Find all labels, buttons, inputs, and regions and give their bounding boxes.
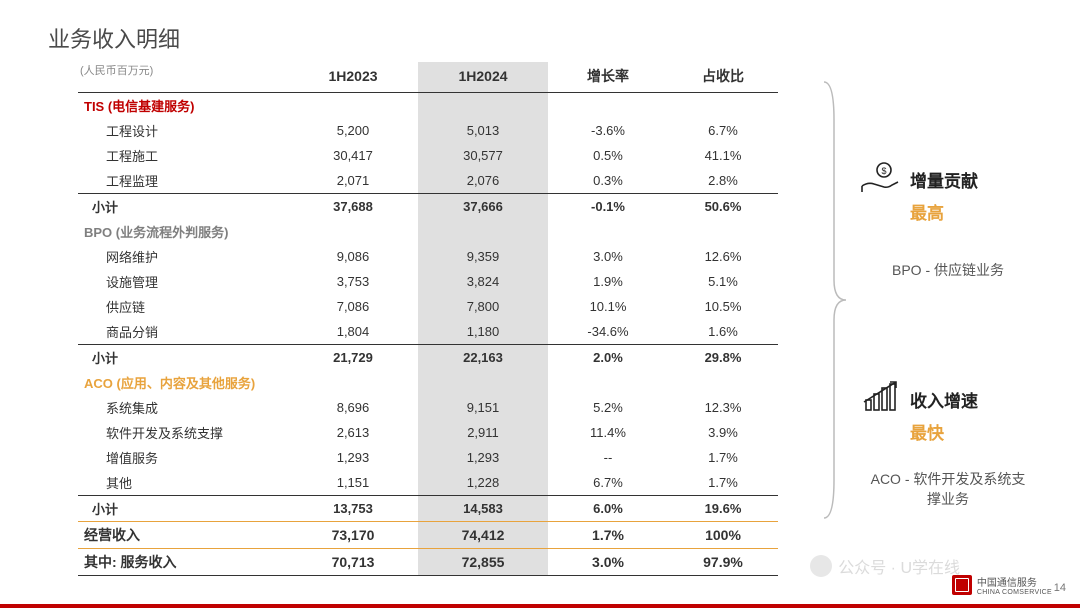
tis-subtotal: 小计37,68837,666-0.1%50.6% bbox=[78, 194, 778, 220]
logo-en: CHINA COMSERVICE bbox=[977, 589, 1052, 596]
growth-chart-icon bbox=[860, 380, 900, 419]
watermark-text: 公众号 · U学在线 bbox=[838, 554, 960, 578]
col-growth: 增长率 bbox=[548, 62, 668, 93]
operating-revenue-row: 经营收入73,17074,4121.7%100% bbox=[78, 522, 778, 549]
svg-text:$: $ bbox=[881, 166, 886, 176]
tis-header: TIS (电信基建服务) bbox=[78, 93, 778, 119]
table-header-row: 1H2023 1H2024 增长率 占收比 bbox=[78, 62, 778, 93]
col-pct: 占收比 bbox=[668, 62, 778, 93]
callout-title: 增量贡献 bbox=[910, 167, 978, 192]
callout-sub-bpo: BPO - 供应链业务 bbox=[868, 260, 1028, 280]
table-row: 商品分销1,8041,180-34.6%1.6% bbox=[78, 319, 778, 345]
page-title: 业务收入明细 bbox=[48, 22, 180, 54]
watermark: 公众号 · U学在线 bbox=[810, 554, 960, 578]
table-row: 其他1,1511,2286.7%1.7% bbox=[78, 470, 778, 496]
watermark-icon bbox=[810, 555, 832, 577]
brace-icon bbox=[820, 80, 848, 520]
side-panel: $ 增量贡献 最高 BPO - 供应链业务 收入增速 最快 ACO - 软件开发… bbox=[820, 80, 1060, 520]
table-row: 网络维护9,0869,3593.0%12.6% bbox=[78, 244, 778, 269]
table-row: 工程设计5,2005,013-3.6%6.7% bbox=[78, 118, 778, 143]
page-number: 14 bbox=[1054, 582, 1066, 594]
callout-em: 最高 bbox=[910, 199, 978, 224]
logo-icon bbox=[952, 575, 972, 595]
callout-increment: $ 增量贡献 最高 bbox=[860, 160, 978, 224]
col-1h2024: 1H2024 bbox=[418, 62, 548, 93]
callout-em: 最快 bbox=[910, 419, 978, 444]
callout-growth: 收入增速 最快 bbox=[860, 380, 978, 444]
table-row: 系统集成8,6969,1515.2%12.3% bbox=[78, 395, 778, 420]
logo-zh: 中国通信服务 bbox=[977, 574, 1052, 589]
table-row: 设施管理3,7533,8241.9%5.1% bbox=[78, 269, 778, 294]
revenue-table: 1H2023 1H2024 增长率 占收比 TIS (电信基建服务) 工程设计5… bbox=[78, 62, 778, 576]
bpo-header: BPO (业务流程外判服务) bbox=[78, 219, 778, 244]
table-row: 工程施工30,41730,5770.5%41.1% bbox=[78, 143, 778, 168]
service-revenue-row: 其中: 服务收入70,71372,8553.0%97.9% bbox=[78, 549, 778, 576]
aco-header: ACO (应用、内容及其他服务) bbox=[78, 370, 778, 395]
col-1h2023: 1H2023 bbox=[288, 62, 418, 93]
table-row: 增值服务1,2931,293--1.7% bbox=[78, 445, 778, 470]
bpo-subtotal: 小计21,72922,1632.0%29.8% bbox=[78, 345, 778, 371]
callout-sub-aco: ACO - 软件开发及系统支撑业务 bbox=[868, 470, 1028, 509]
table-row: 工程监理2,0712,0760.3%2.8% bbox=[78, 168, 778, 194]
footer-bar bbox=[0, 604, 1080, 608]
callout-title: 收入增速 bbox=[910, 387, 978, 412]
hand-money-icon: $ bbox=[860, 160, 900, 199]
table-row: 软件开发及系统支撑2,6132,91111.4%3.9% bbox=[78, 420, 778, 445]
aco-subtotal: 小计13,75314,5836.0%19.6% bbox=[78, 496, 778, 522]
company-logo: 中国通信服务 CHINA COMSERVICE bbox=[952, 574, 1052, 596]
table-row: 供应链7,0867,80010.1%10.5% bbox=[78, 294, 778, 319]
